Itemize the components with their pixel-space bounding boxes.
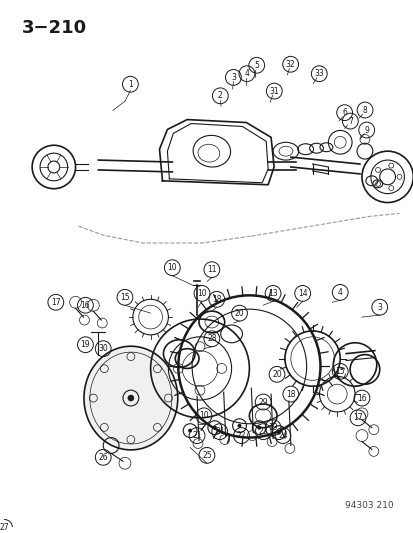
Text: 3: 3 <box>230 73 235 82</box>
Text: 21: 21 <box>214 427 224 436</box>
Circle shape <box>128 395 133 401</box>
Text: 30: 30 <box>98 344 108 353</box>
Circle shape <box>212 426 216 430</box>
Text: 26: 26 <box>98 453 108 462</box>
Text: 22: 22 <box>236 431 246 440</box>
Text: 29: 29 <box>258 398 267 407</box>
Text: 14: 14 <box>297 289 307 298</box>
Text: 94303 210: 94303 210 <box>344 500 393 510</box>
Text: 4: 4 <box>337 288 342 297</box>
Text: 23: 23 <box>258 427 267 436</box>
Text: 32: 32 <box>285 60 295 69</box>
Text: 19: 19 <box>268 423 277 432</box>
Text: 16: 16 <box>81 301 90 310</box>
Text: 31: 31 <box>269 86 278 95</box>
Text: 27: 27 <box>0 523 9 532</box>
Text: 3: 3 <box>376 303 381 312</box>
Text: 11: 11 <box>206 265 216 274</box>
Text: 18: 18 <box>285 390 295 399</box>
Text: 15: 15 <box>120 293 129 302</box>
Text: 18: 18 <box>211 295 221 304</box>
Text: 21: 21 <box>192 431 201 440</box>
Text: 1: 1 <box>128 80 133 88</box>
Text: 25: 25 <box>202 451 211 460</box>
Text: 10: 10 <box>199 411 208 421</box>
Text: 13: 13 <box>268 289 277 298</box>
Text: 17: 17 <box>352 413 362 422</box>
Text: 10: 10 <box>197 289 206 298</box>
Text: 4: 4 <box>244 69 249 78</box>
Text: 5: 5 <box>254 61 259 70</box>
Text: 24: 24 <box>278 431 287 440</box>
Text: 20: 20 <box>272 370 281 379</box>
Text: 9: 9 <box>363 126 368 134</box>
Ellipse shape <box>84 346 177 450</box>
Circle shape <box>237 424 241 427</box>
Text: 15: 15 <box>335 367 344 376</box>
Text: 3−210: 3−210 <box>22 19 87 37</box>
Text: 17: 17 <box>51 298 60 307</box>
Circle shape <box>188 429 192 433</box>
Text: 28: 28 <box>206 334 216 343</box>
Text: 7: 7 <box>347 117 352 126</box>
Circle shape <box>256 426 261 430</box>
Text: 8: 8 <box>362 106 367 115</box>
Text: 6: 6 <box>342 108 346 117</box>
Text: 16: 16 <box>356 393 366 402</box>
Circle shape <box>276 431 280 434</box>
Text: 2: 2 <box>217 91 222 100</box>
Text: 33: 33 <box>313 69 323 78</box>
Text: 20: 20 <box>234 309 244 318</box>
Text: 19: 19 <box>81 340 90 349</box>
Text: 10: 10 <box>167 263 177 272</box>
